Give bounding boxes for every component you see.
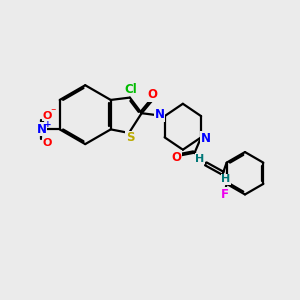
Text: H: H <box>221 174 230 184</box>
Text: H: H <box>195 154 205 164</box>
Text: O: O <box>42 110 52 121</box>
Text: N: N <box>155 109 165 122</box>
Text: F: F <box>221 188 229 201</box>
Text: +: + <box>44 120 51 129</box>
Text: ⁻: ⁻ <box>50 107 56 117</box>
Text: S: S <box>126 131 134 144</box>
Text: N: N <box>201 132 211 145</box>
Text: O: O <box>42 138 52 148</box>
Text: O: O <box>171 151 182 164</box>
Text: N: N <box>37 123 46 136</box>
Text: Cl: Cl <box>124 83 137 96</box>
Text: O: O <box>148 88 158 101</box>
